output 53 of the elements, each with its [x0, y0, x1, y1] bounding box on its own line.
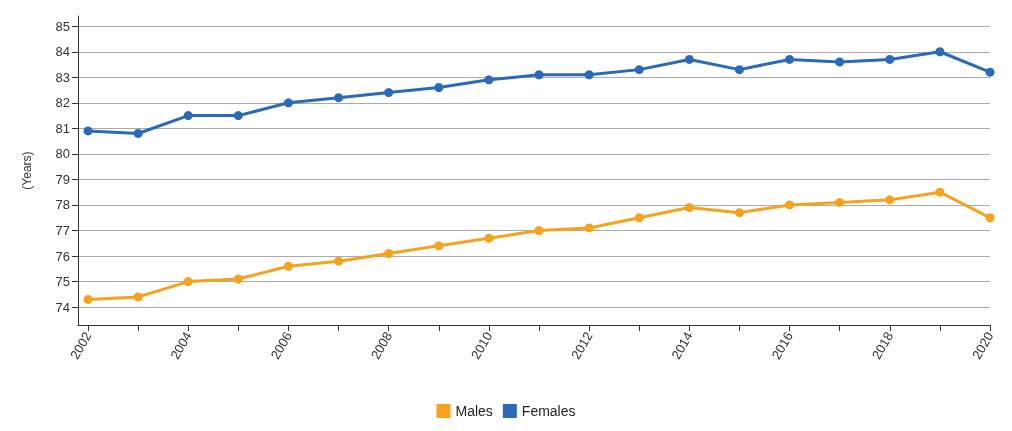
y-tick-label: 85 — [55, 18, 70, 34]
y-tick-label: 76 — [55, 248, 70, 264]
point — [785, 200, 795, 210]
point — [83, 126, 93, 136]
point — [233, 274, 243, 284]
point — [233, 111, 243, 121]
point — [484, 233, 494, 243]
point — [634, 213, 644, 223]
point — [183, 111, 193, 121]
point — [283, 261, 293, 271]
point — [334, 256, 344, 266]
point — [283, 98, 293, 108]
y-tick-label: 79 — [55, 171, 70, 187]
point — [384, 249, 394, 258]
point — [434, 241, 444, 251]
point — [835, 57, 845, 67]
point — [584, 223, 594, 233]
point — [534, 70, 544, 80]
point — [785, 54, 795, 64]
point — [534, 226, 544, 236]
point — [434, 83, 444, 92]
point — [133, 292, 143, 302]
y-tick-label: 84 — [55, 44, 70, 60]
point — [634, 65, 644, 75]
point — [885, 195, 895, 205]
point — [334, 93, 344, 103]
point — [83, 294, 93, 304]
legend-label: Males — [455, 403, 493, 419]
point — [734, 65, 744, 75]
legend-label: Females — [521, 403, 576, 419]
point — [384, 88, 394, 98]
point — [183, 277, 193, 287]
point — [885, 54, 895, 64]
y-tick-label: 78 — [55, 197, 70, 213]
point — [133, 128, 143, 138]
y-tick-label: 74 — [55, 299, 70, 315]
y-tick-label: 81 — [55, 120, 70, 136]
point — [484, 75, 494, 85]
point — [684, 54, 694, 64]
y-tick-label: 77 — [55, 223, 70, 239]
y-axis-title: (Years) — [20, 151, 34, 190]
point — [684, 203, 694, 213]
point — [985, 213, 995, 223]
y-tick-label: 75 — [55, 274, 70, 290]
y-tick-label: 83 — [55, 69, 70, 85]
point — [935, 47, 945, 57]
point — [584, 70, 594, 80]
y-tick-label: 82 — [55, 95, 70, 111]
y-tick-label: 80 — [55, 146, 70, 162]
point — [985, 67, 995, 77]
point — [734, 208, 744, 218]
point — [935, 187, 945, 197]
point — [835, 197, 845, 207]
